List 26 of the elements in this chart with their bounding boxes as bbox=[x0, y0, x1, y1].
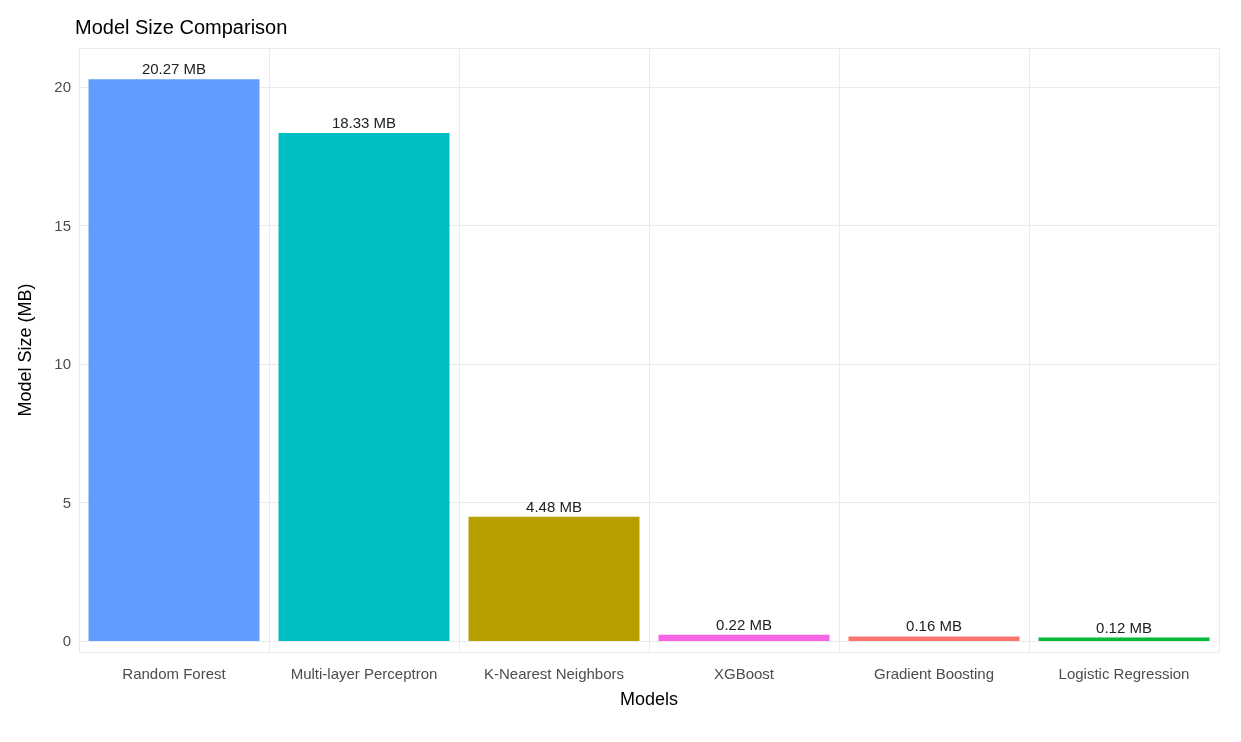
data-label: 0.22 MB bbox=[716, 615, 772, 633]
y-tick-label: 10 bbox=[54, 355, 71, 373]
x-tick-label: Logistic Regression bbox=[1058, 665, 1190, 682]
x-axis-title: Models bbox=[619, 689, 679, 709]
bar bbox=[278, 133, 450, 641]
bar bbox=[1038, 637, 1210, 641]
data-label: 18.33 MB bbox=[331, 114, 397, 132]
data-label: 0.16 MB bbox=[906, 617, 962, 635]
y-tick-label: 0 bbox=[62, 632, 71, 650]
y-tick-label: 15 bbox=[54, 216, 71, 234]
x-tick-label: Multi-layer Perceptron bbox=[290, 665, 438, 682]
bar bbox=[468, 516, 640, 641]
bar bbox=[658, 634, 830, 641]
x-tick-label: K-Nearest Neighbors bbox=[483, 665, 625, 682]
y-tick-label: 5 bbox=[62, 493, 71, 511]
chart-title: Model Size Comparison bbox=[75, 16, 288, 38]
bar bbox=[88, 79, 260, 641]
data-label: 4.48 MB bbox=[526, 497, 582, 515]
y-axis-title: Model Size (MB) bbox=[15, 283, 35, 417]
x-tick-label: Gradient Boosting bbox=[873, 665, 995, 682]
data-label: 20.27 MB bbox=[141, 60, 207, 78]
x-tick-label: XGBoost bbox=[713, 665, 775, 682]
y-tick-label: 20 bbox=[54, 78, 71, 96]
x-tick-label: Random Forest bbox=[122, 665, 227, 682]
bar bbox=[848, 636, 1020, 641]
data-label: 0.12 MB bbox=[1096, 618, 1152, 636]
